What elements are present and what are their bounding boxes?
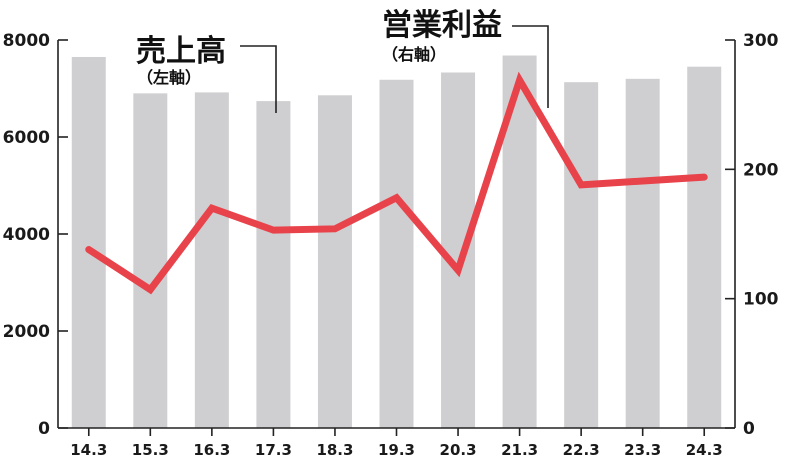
revenue-bar-14.3 bbox=[71, 56, 106, 428]
right-tick-label: 0 bbox=[743, 419, 755, 439]
x-tick-label: 22.3 bbox=[563, 441, 600, 459]
operating-profit-point-23.3 bbox=[641, 179, 644, 182]
profit-series-name: 営業利益 bbox=[382, 8, 502, 43]
revenue-bar-16.3 bbox=[194, 92, 229, 428]
operating-profit-point-24.3 bbox=[703, 176, 706, 179]
revenue-bar-23.3 bbox=[625, 78, 660, 429]
revenue-series-axis-note: （左軸） bbox=[137, 68, 201, 87]
x-tick-label: 19.3 bbox=[378, 441, 415, 459]
left-axis-ticks: 0 2000 4000 6000 8000 bbox=[3, 31, 68, 439]
profit-series-label: 営業利益 （右軸） bbox=[382, 8, 549, 108]
operating-profit-point-14.3 bbox=[87, 248, 90, 251]
operating-profit-point-22.3 bbox=[580, 183, 583, 186]
profit-series-axis-note: （右軸） bbox=[382, 45, 446, 64]
operating-profit-line bbox=[85, 71, 708, 295]
revenue-series-name: 売上高 bbox=[136, 34, 226, 69]
left-tick-label: 4000 bbox=[3, 225, 50, 245]
revenue-bars bbox=[71, 55, 722, 429]
x-tick-label: 14.3 bbox=[70, 441, 107, 459]
revenue-leader-line bbox=[240, 45, 277, 113]
operating-profit-point-17.3 bbox=[272, 229, 275, 232]
x-axis-ticks: 14.3 15.3 16.3 17.3 18.3 19.3 20.3 21.3 22.3 23.3… bbox=[70, 428, 723, 459]
x-tick-label: 20.3 bbox=[440, 441, 477, 459]
left-tick-label: 8000 bbox=[3, 31, 50, 51]
left-tick-label: 6000 bbox=[3, 128, 50, 148]
revenue-series-label: 売上高 （左軸） bbox=[136, 34, 277, 113]
revenue-bar-22.3 bbox=[564, 82, 599, 428]
profit-leader-line bbox=[512, 25, 549, 108]
x-tick-label: 15.3 bbox=[132, 441, 169, 459]
operating-profit-point-20.3 bbox=[457, 269, 460, 272]
operating-profit-point-19.3 bbox=[395, 196, 398, 199]
right-tick-label: 300 bbox=[743, 31, 779, 51]
x-tick-label: 18.3 bbox=[316, 441, 353, 459]
x-tick-label: 21.3 bbox=[501, 441, 538, 459]
x-tick-label: 16.3 bbox=[193, 441, 230, 459]
x-tick-label: 24.3 bbox=[686, 441, 723, 459]
right-tick-label: 100 bbox=[743, 290, 779, 310]
x-tick-label: 23.3 bbox=[624, 441, 661, 459]
revenue-bar-24.3 bbox=[687, 66, 722, 429]
revenue-bar-19.3 bbox=[379, 79, 414, 429]
left-tick-label: 0 bbox=[38, 419, 50, 439]
left-tick-label: 2000 bbox=[3, 322, 50, 342]
operating-profit-point-15.3 bbox=[149, 288, 152, 291]
operating-profit-point-18.3 bbox=[333, 227, 336, 230]
revenue-bar-20.3 bbox=[441, 72, 476, 429]
operating-profit-point-21.3 bbox=[518, 79, 521, 82]
revenue-bar-17.3 bbox=[256, 101, 291, 429]
right-axis-ticks: 0 100 200 300 bbox=[725, 31, 779, 439]
revenue-bar-15.3 bbox=[133, 93, 168, 428]
operating-profit-point-16.3 bbox=[210, 207, 213, 210]
revenue-bar-18.3 bbox=[317, 95, 352, 428]
x-tick-label: 17.3 bbox=[255, 441, 292, 459]
right-tick-label: 200 bbox=[743, 160, 779, 180]
